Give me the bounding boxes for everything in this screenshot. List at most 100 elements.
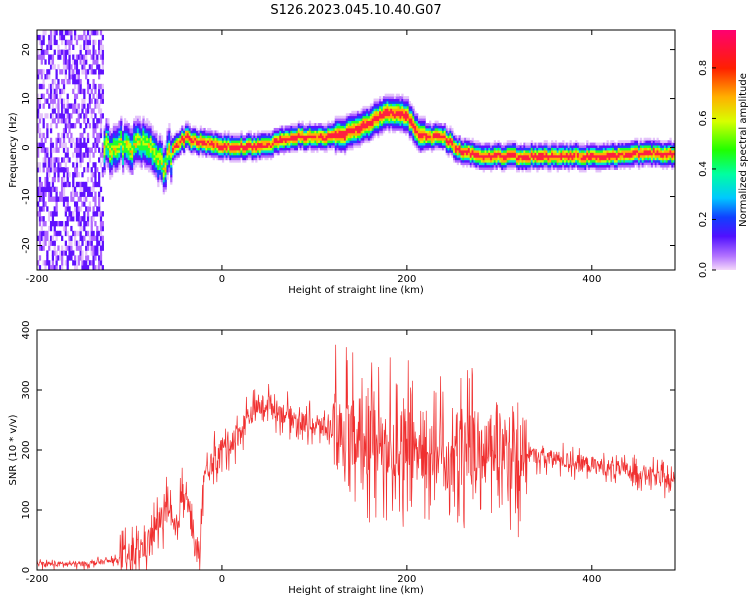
spectrogram-cell	[445, 127, 448, 131]
spectrogram-cell	[66, 78, 69, 85]
spectrogram-cell	[140, 120, 143, 124]
spectrogram-cell	[253, 137, 256, 141]
spectrogram-cell	[665, 164, 669, 168]
spectrogram-cell	[408, 118, 411, 122]
spectrogram-cell	[277, 140, 280, 144]
spectrogram-cell	[49, 152, 53, 158]
spectrogram-cell	[253, 145, 256, 148]
spectrogram-cell	[62, 172, 66, 178]
spectrogram-cell	[282, 125, 286, 129]
spectrogram-cell	[336, 120, 339, 124]
spectrogram-cell	[480, 167, 484, 170]
spectrogram-cell	[99, 230, 103, 237]
spectrogram-cell	[358, 123, 362, 126]
spectrogram-cell	[186, 125, 190, 129]
spectrogram-cell	[417, 142, 421, 146]
spectrogram-cell	[57, 245, 60, 251]
spectrogram-cell	[441, 125, 445, 129]
spectrogram-cell	[464, 145, 467, 148]
spectrogram-cell	[173, 142, 177, 146]
spectrogram-cell	[466, 162, 469, 166]
spectrogram-cell	[347, 113, 350, 117]
spectrogram-cell	[571, 147, 574, 151]
spectrogram-cell	[264, 152, 267, 156]
spectrogram-cell	[255, 135, 258, 139]
spectrogram-cell	[129, 154, 132, 158]
spectrogram-cell	[205, 150, 208, 153]
spectrogram-cell	[190, 140, 193, 144]
spectrogram-cell	[297, 125, 300, 129]
spectrogram-cell	[306, 142, 310, 146]
spectrogram-cell	[101, 54, 104, 60]
spectrogram-cell	[184, 120, 188, 124]
spectrogram-cell	[408, 123, 411, 126]
spectrogram-cell	[547, 162, 550, 166]
spectrogram-cell	[168, 130, 171, 134]
spectrogram-cell	[343, 120, 347, 124]
spectrogram-cell	[114, 150, 117, 153]
spectrogram-cell	[79, 44, 82, 50]
spectrogram-cell	[205, 154, 208, 158]
spectrogram-cell	[75, 137, 79, 144]
spectrogram-cell	[421, 132, 424, 136]
spectrogram-cell	[427, 145, 430, 148]
spectrogram-cell	[142, 127, 145, 131]
spectrogram-cell	[299, 147, 302, 151]
spectrogram-cell	[96, 211, 99, 217]
spectrogram-cell	[59, 49, 62, 55]
spectrogram-cell	[299, 130, 302, 134]
spectrogram-cell	[242, 152, 245, 156]
spectrogram-cell	[83, 118, 86, 124]
spectrogram-cell	[114, 130, 117, 134]
spectrogram-cell	[277, 132, 280, 136]
spectrogram-cell	[103, 157, 106, 161]
spectrogram-cell	[61, 49, 64, 55]
spectrogram-cell	[292, 147, 295, 151]
spectrogram-cell	[92, 235, 95, 242]
spectrogram-cell	[486, 152, 489, 156]
spectrogram-cell	[573, 159, 576, 163]
spectrogram-cell	[159, 154, 162, 158]
spectrogram-cell	[253, 135, 256, 139]
spectrogram-cell	[184, 142, 188, 146]
spectrogram-cell	[118, 147, 121, 151]
spectrogram-cell	[373, 101, 376, 104]
spectrogram-cell	[586, 145, 589, 148]
spectrogram-cell	[135, 132, 138, 136]
spectrogram-cell	[636, 147, 639, 151]
spectrogram-cell	[57, 132, 60, 139]
spectrogram-cell	[343, 142, 347, 146]
spectrogram-cell	[107, 147, 110, 151]
spectrogram-cell	[508, 150, 511, 153]
spectrogram-cell	[101, 265, 104, 270]
spectrogram-cell	[416, 145, 419, 148]
spectrogram-cell	[578, 164, 582, 168]
spectrogram-cell	[362, 115, 365, 119]
spectrogram-cell	[656, 147, 659, 151]
spectrogram-cell	[497, 145, 500, 148]
spectrogram-cell	[349, 120, 352, 124]
spectrogram-cell	[166, 135, 169, 139]
spectrogram-cell	[306, 127, 310, 131]
spectrogram-cell	[456, 137, 460, 141]
spectrogram-cell	[99, 186, 103, 193]
spectrogram-cell	[249, 152, 252, 156]
spectrogram-cell	[547, 145, 550, 148]
spectrogram-cell	[66, 265, 69, 270]
spectrogram-cell	[580, 147, 583, 151]
spectrogram-cell	[639, 159, 643, 163]
spectrogram-cell	[429, 120, 432, 124]
spectrogram-cell	[53, 245, 56, 251]
spectrogram-cell	[88, 152, 92, 158]
spectrogram-cell	[373, 118, 376, 122]
spectrogram-cell	[247, 152, 251, 156]
spectrogram-cell	[288, 137, 291, 141]
spectrogram-cell	[421, 150, 424, 153]
spectrogram-cell	[508, 154, 511, 158]
spectrogram-cell	[270, 140, 273, 144]
spectrogram-cell	[377, 108, 380, 112]
spectrogram-cell	[379, 115, 382, 119]
spectrogram-cell	[619, 142, 622, 146]
spectrogram-cell	[484, 167, 487, 170]
